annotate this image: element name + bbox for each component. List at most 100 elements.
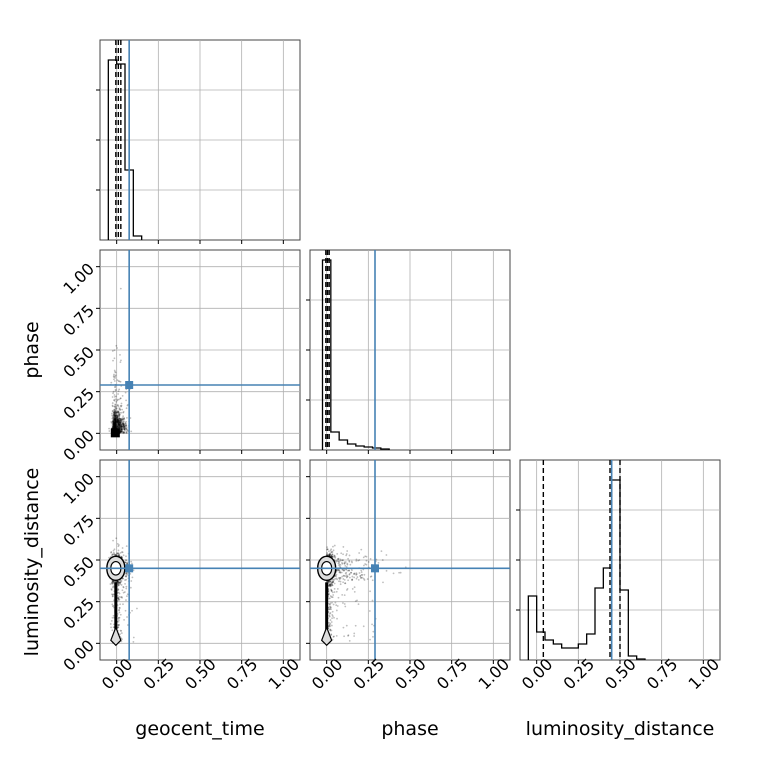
sample-point (113, 413, 116, 416)
sample-point (125, 428, 128, 431)
sample-point (118, 623, 120, 626)
sample-point (328, 615, 331, 618)
sample-point (328, 597, 331, 600)
sample-point (350, 560, 353, 563)
sample-point (329, 603, 331, 606)
sample-point (124, 422, 127, 424)
sample-point (332, 545, 334, 548)
sample-point (333, 582, 336, 585)
sample-point (113, 422, 116, 425)
sample-point (116, 416, 119, 419)
sample-point (112, 411, 115, 414)
sample-point (117, 584, 120, 586)
sample-point (345, 566, 348, 568)
sample-point (340, 552, 343, 555)
sample-point (119, 287, 122, 290)
sample-point (329, 584, 332, 587)
sample-point (114, 419, 116, 422)
sample-point (115, 552, 118, 555)
sample-point (114, 422, 116, 424)
sample-point (121, 596, 123, 599)
sample-point (116, 419, 119, 422)
sample-point (119, 417, 122, 420)
sample-point (120, 430, 122, 433)
sample-point (114, 411, 117, 413)
sample-point (114, 426, 117, 429)
sample-point (114, 420, 117, 422)
sample-point (329, 629, 332, 632)
sample-point (330, 551, 333, 554)
sample-point (118, 580, 121, 583)
sample-point (112, 416, 115, 419)
sample-point (113, 421, 116, 424)
sample-point (330, 554, 333, 557)
sample-point (124, 609, 127, 612)
sample-point (114, 425, 117, 428)
sample-point (341, 561, 343, 564)
sample-point (119, 380, 122, 383)
sample-point (122, 423, 125, 425)
sample-point (119, 431, 122, 434)
sample-point (331, 550, 334, 553)
sample-point (119, 420, 122, 423)
sample-point (114, 416, 117, 418)
sample-point (121, 394, 124, 397)
sample-point (113, 423, 116, 426)
sample-point (111, 582, 113, 585)
sample-point (335, 634, 338, 637)
sample-point (330, 624, 333, 627)
sample-point (114, 421, 116, 424)
sample-point (122, 415, 125, 418)
sample-point (120, 411, 123, 414)
sample-point (112, 580, 114, 583)
sample-point (339, 565, 341, 568)
sample-point (119, 426, 121, 429)
density-contour-lower (320, 625, 333, 647)
sample-point (119, 580, 122, 583)
sample-point (116, 594, 119, 597)
sample-point (116, 580, 119, 583)
sample-point (116, 424, 119, 427)
sample-point (118, 611, 121, 614)
sample-point (114, 423, 116, 426)
sample-point (115, 426, 117, 429)
sample-point (113, 425, 116, 428)
sample-point (125, 578, 128, 581)
sample-point (114, 421, 117, 424)
sample-point (120, 419, 123, 422)
sample-point (120, 427, 123, 430)
sample-point (117, 413, 120, 416)
sample-point (119, 361, 122, 364)
sample-point (117, 424, 120, 427)
sample-point (359, 574, 362, 577)
sample-point (329, 581, 332, 583)
sample-point (114, 421, 117, 423)
sample-point (332, 578, 335, 581)
sample-point (369, 638, 371, 641)
sample-point (344, 572, 347, 575)
sample-point (118, 421, 120, 424)
sample-point (112, 425, 115, 428)
sample-point (122, 420, 124, 423)
sample-point (119, 429, 122, 432)
sample-point (116, 398, 119, 401)
sample-point (112, 421, 114, 423)
sample-point (351, 569, 353, 572)
sample-point (113, 395, 116, 398)
sample-point (113, 411, 116, 414)
sample-point (330, 555, 333, 557)
sample-point (125, 424, 127, 427)
sample-point (331, 584, 334, 587)
sample-point (112, 422, 115, 425)
sample-point (112, 425, 115, 428)
sample-point (120, 580, 123, 582)
sample-point (339, 571, 342, 574)
sample-point (126, 562, 128, 565)
sample-point (118, 544, 120, 546)
sample-point (351, 579, 354, 581)
sample-point (121, 551, 124, 554)
sample-point (328, 580, 331, 583)
sample-point (113, 425, 116, 428)
sample-point (114, 425, 117, 428)
sample-point (326, 546, 329, 549)
